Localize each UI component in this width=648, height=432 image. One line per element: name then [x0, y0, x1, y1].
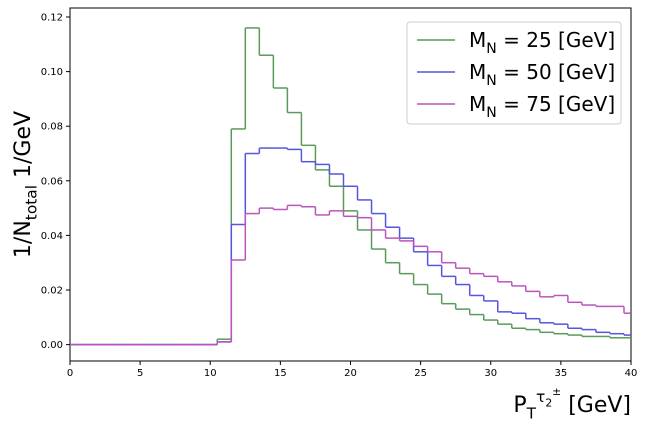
legend-label: MN = 25 [GeV] — [469, 28, 615, 57]
x-tick-label: 15 — [274, 368, 287, 379]
legend-label: MN = 75 [GeV] — [469, 92, 615, 121]
x-tick-label: 25 — [414, 368, 427, 379]
x-tick-label: 35 — [555, 368, 568, 379]
legend-frame — [406, 21, 622, 125]
x-tick-label: 5 — [137, 368, 143, 379]
plot-area — [70, 27, 631, 346]
x-tick-label: 30 — [484, 368, 497, 379]
legend: MN = 25 [GeV] MN = 50 [GeV] MN = 75 [GeV] — [406, 21, 622, 125]
x-tick-label: 40 — [625, 368, 638, 379]
y-tick-label: 0.12 — [41, 13, 63, 24]
legend-label: MN = 50 [GeV] — [469, 60, 615, 89]
x-axis-label: PTτ2± [GeV] — [513, 385, 631, 422]
series — [70, 204, 631, 346]
y-tick-label: 0.08 — [41, 122, 63, 133]
y-tick-label: 0.10 — [41, 67, 63, 78]
x-tick-label: 20 — [344, 368, 357, 379]
y-tick-label: 0.00 — [41, 340, 63, 351]
x-tick-label: 0 — [67, 368, 73, 379]
x-tick-label: 10 — [204, 368, 217, 379]
y-tick-label: 0.06 — [41, 176, 63, 187]
y-tick-label: 0.02 — [41, 286, 63, 297]
y-axis-label: 1/Ntotal 1/GeV — [11, 111, 41, 258]
y-tick-label: 0.04 — [41, 231, 63, 242]
